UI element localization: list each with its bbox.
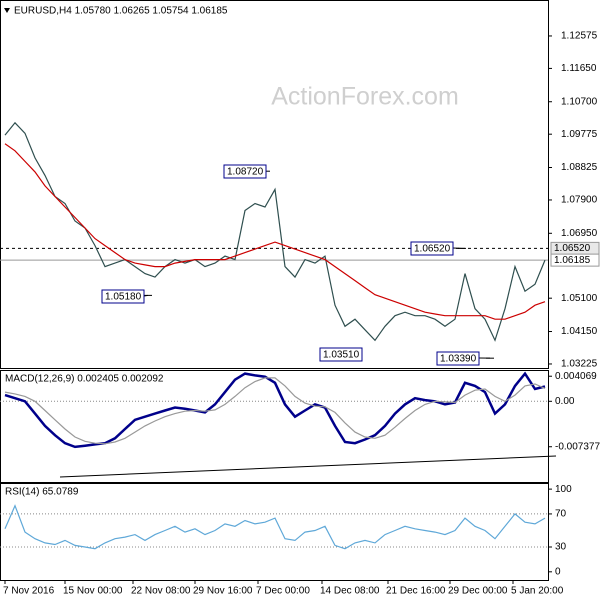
y-tick-label: 1.09775 — [561, 129, 598, 140]
panel-title: MACD(12,26,9) 0.002405 0.002092 — [5, 374, 164, 385]
y-tick-label: 100 — [555, 484, 572, 495]
y-tick-label: 1.12575 — [561, 31, 598, 42]
y-tick-label: 1.04150 — [561, 326, 598, 337]
y-tick-label: 30 — [555, 542, 567, 553]
annotation-label: 1.03510 — [323, 350, 360, 361]
y-tick-label: 1.08825 — [561, 162, 598, 173]
x-tick-label: 29 Nov 16:00 — [193, 586, 253, 597]
price-label: 1.06185 — [554, 255, 591, 266]
y-tick-label: 1.03225 — [561, 359, 598, 370]
annotation-label: 1.08720 — [227, 167, 264, 178]
y-tick-label: 1.05100 — [561, 293, 598, 304]
x-tick-label: 5 Jan 20:00 — [511, 586, 564, 597]
y-tick-label: 0 — [555, 566, 561, 577]
y-tick-label: -0.007377 — [555, 441, 600, 452]
y-tick-label: 1.06950 — [561, 228, 598, 239]
y-tick-label: 1.07900 — [561, 195, 598, 206]
watermark: ActionForex.com — [271, 83, 459, 111]
chart-title: EURUSD,H4 1.05780 1.06265 1.05754 1.0618… — [14, 6, 228, 17]
x-tick-label: 15 Nov 00:00 — [63, 586, 123, 597]
x-tick-label: 7 Dec 00:00 — [256, 586, 310, 597]
x-tick-label: 21 Dec 16:00 — [386, 586, 446, 597]
y-tick-label: 70 — [555, 509, 567, 520]
x-tick-label: 22 Nov 08:00 — [131, 586, 191, 597]
y-tick-label: 0.00 — [555, 396, 575, 407]
y-tick-label: 1.10700 — [561, 96, 598, 107]
x-tick-label: 29 Dec 00:00 — [448, 586, 508, 597]
annotation-label: 1.03390 — [440, 354, 477, 365]
y-tick-label: 0.004069 — [555, 371, 597, 382]
x-tick-label: 14 Dec 08:00 — [320, 586, 380, 597]
annotation-label: 1.05180 — [105, 292, 142, 303]
y-tick-label: 1.11650 — [561, 63, 597, 74]
annotation-label: 1.06520 — [414, 244, 451, 255]
price-label: 1.06520 — [554, 243, 591, 254]
x-tick-label: 7 Nov 2016 — [3, 586, 55, 597]
panel-title: RSI(14) 65.0789 — [5, 487, 79, 498]
